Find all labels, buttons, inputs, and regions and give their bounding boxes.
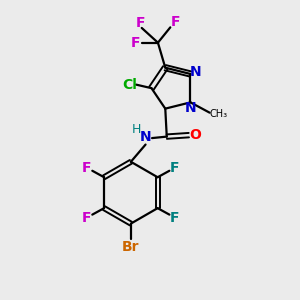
Text: F: F	[82, 211, 91, 225]
Text: F: F	[130, 36, 140, 50]
Text: O: O	[189, 128, 201, 142]
Text: Br: Br	[122, 240, 140, 254]
Text: F: F	[170, 211, 179, 225]
Text: H: H	[132, 123, 141, 136]
Text: Cl: Cl	[122, 78, 137, 92]
Text: N: N	[190, 65, 202, 80]
Text: N: N	[140, 130, 152, 144]
Text: F: F	[82, 161, 91, 175]
Text: F: F	[170, 161, 179, 175]
Text: F: F	[171, 15, 180, 29]
Text: F: F	[136, 16, 145, 30]
Text: CH₃: CH₃	[209, 109, 227, 119]
Text: N: N	[185, 101, 196, 115]
